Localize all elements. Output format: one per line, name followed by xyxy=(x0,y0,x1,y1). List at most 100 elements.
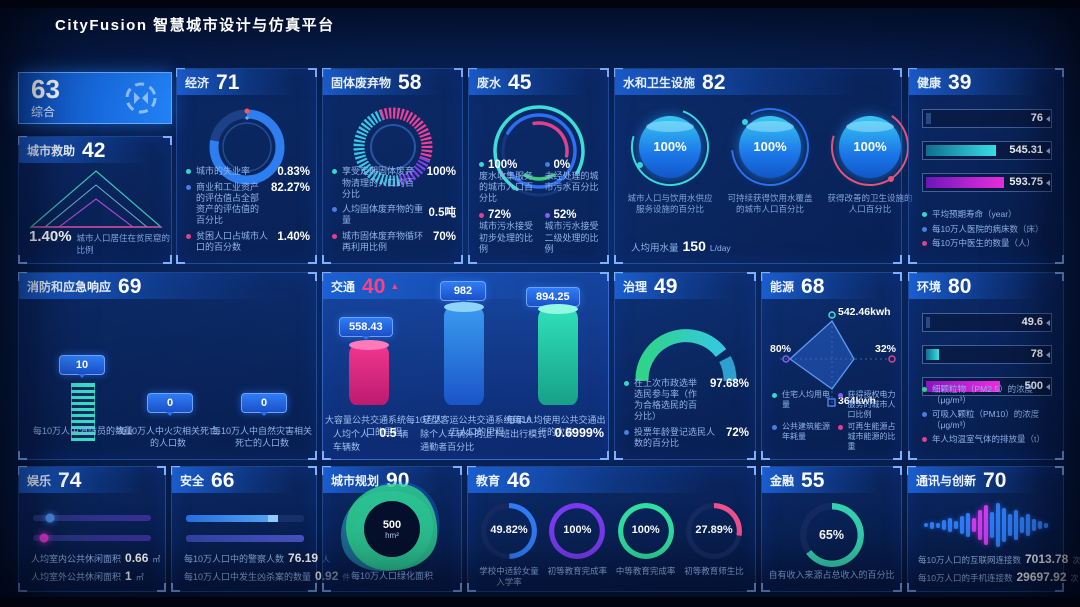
bar-row: 49.6 xyxy=(922,313,1052,332)
panel-title: 环境 xyxy=(917,279,942,294)
metric-unit: 次 xyxy=(1072,556,1080,565)
panel-header: 金融 55 xyxy=(762,467,901,493)
panel-score: 80 xyxy=(948,274,972,298)
metric-label: 每10万人口中的警察人数 xyxy=(184,554,285,564)
legend-item: 公共建筑能源年耗量 xyxy=(772,422,834,452)
donut-chart: 49.82% xyxy=(481,503,537,559)
bullet-dot-icon xyxy=(772,425,777,430)
liquid-gauges: 100% 城市人口与饮用水供应服务设施的百分比 100% 可持续获得饮用水覆盖的… xyxy=(627,105,913,215)
metric-value: 52% xyxy=(553,209,577,222)
cylinder-bar xyxy=(538,304,578,405)
composite-text: 63 综合 xyxy=(31,76,60,120)
water-ball xyxy=(739,116,801,178)
metric-value: 1 xyxy=(125,569,132,583)
metric-label: 大容量公共交通系统每10万人口的里程 xyxy=(324,415,443,438)
donut-chart: 65% xyxy=(799,503,864,567)
panel-finance: 金融 55 65% 自有收入来源占总收入的百分比 xyxy=(761,466,902,592)
slider-marker-icon xyxy=(1046,319,1050,326)
panel-title: 娱乐 xyxy=(27,473,52,488)
bar-row: 545.31 xyxy=(922,141,1052,160)
gauge-arc xyxy=(831,108,909,186)
bullet-dot-icon xyxy=(479,162,484,167)
legend-label: 获得授权电力服务的城市人口比例 xyxy=(847,390,896,419)
metric-value: 72% xyxy=(488,209,512,222)
legend-item: 获得授权电力服务的城市人口比例 xyxy=(837,390,900,420)
composite-score: 63 xyxy=(31,74,60,104)
panel-score: 71 xyxy=(216,70,240,94)
bar-fill xyxy=(926,113,931,124)
metric-label: 轻型客运公共交通系统每10万人口的里程 xyxy=(422,415,532,438)
panel-health: 健康 39 76 545.31 593.75 平均预期寿命（year） 每10万… xyxy=(908,68,1064,264)
slider-marker-icon xyxy=(1046,147,1050,154)
metric-label: 贫困人口占城市人口的百分数 xyxy=(196,230,269,252)
metric-label: 每10万人口的手机连接数 xyxy=(918,573,1013,583)
metric-value: 29697.92 xyxy=(1016,570,1067,584)
panel-economy: 经济 71 城市的失业率 0.83% 商业和工业资产的评估值占全部资产的评估值的百… xyxy=(176,68,317,264)
slider-marker-icon xyxy=(1046,351,1050,358)
bar-row: 593.75 xyxy=(922,173,1052,192)
legend-label: 可吸入颗粒（PM10）的浓度（μg/m³） xyxy=(932,409,1040,430)
bullet-dot-icon xyxy=(624,429,629,435)
metric-value: 82.27% xyxy=(270,181,310,194)
progress-bar xyxy=(186,515,304,522)
striped-bar xyxy=(71,383,95,441)
bar-row: 76 xyxy=(922,109,1052,128)
panel-header: 城市规划 90 xyxy=(323,467,461,493)
legend-label: 细颗粒物（PM2.5）的浓度（μg/m³） xyxy=(932,383,1034,405)
legend-item: 住宅人均用电量 xyxy=(772,390,834,420)
panel-score: 39 xyxy=(948,70,972,94)
bullet-dot-icon xyxy=(837,393,843,398)
composite-label: 综合 xyxy=(31,105,56,119)
metric-value: 1.40% xyxy=(277,230,310,243)
cylinder-bar xyxy=(444,302,484,405)
bullet-dot-icon xyxy=(332,233,337,239)
bullet-dot-icon xyxy=(922,241,927,247)
legend-item: 可再生能源占城市能源的比重 xyxy=(837,422,900,452)
panel-score: 42 xyxy=(82,138,106,162)
donut-caption: 初等教育完成率 xyxy=(547,566,608,576)
legend-item: 年人均温室气体的排放量（t） xyxy=(922,434,1063,445)
legend-label: 公共建筑能源年耗量 xyxy=(782,422,830,441)
panel-title: 城市规划 xyxy=(331,473,380,488)
metric-label: 人均室外公共休闲面积 xyxy=(31,572,122,582)
gauge-arc xyxy=(631,108,709,187)
green-area-blob-chart: 500 hm² xyxy=(331,467,455,585)
chart-legend: 平均预期寿命（year） 每10万人医院的病床数（床） 每10万中医生的数量（人… xyxy=(922,205,1043,253)
donut-item: 27.89% 初等教育师生比 xyxy=(681,503,747,588)
value-bubble: 558.43 xyxy=(339,317,393,337)
donut-ring xyxy=(617,503,674,559)
panel-header: 消防和应急响应 69 xyxy=(19,273,316,299)
donut-chart: 100% xyxy=(549,503,606,559)
bullet-dot-icon xyxy=(186,184,191,190)
panel-title: 教育 xyxy=(476,473,501,488)
panel-recreation: 娱乐 74 人均室内公共休闲面积 0.66 ㎡ 人均室外公共休闲面积 1 ㎡ xyxy=(18,466,166,592)
metric-label: 人均用水量 xyxy=(631,243,679,254)
donut-item: 100% 初等教育完成率 xyxy=(544,503,610,588)
panel-header: 通讯与创新 70 xyxy=(908,467,1063,493)
panel-title: 健康 xyxy=(917,75,942,90)
panel-title: 城市救助 xyxy=(27,143,76,158)
gauge-body: 100% xyxy=(828,105,912,189)
metric-unit: ㎡ xyxy=(152,555,161,564)
panel-environment: 环境 80 49.6 78 500 细颗粒物（PM2.5）的浓度（μg/m³） … xyxy=(908,272,1064,460)
liquid-gauge: 100% 城市人口与饮用水供应服务设施的百分比 xyxy=(627,105,713,215)
gauge-value: 100% xyxy=(753,139,787,154)
metric-footer: 人均个人车辆数 0.5 辆 除个人车辆外的上下班出行模式通勤者百分比 0.699… xyxy=(333,426,604,453)
metric-label: 每10万人口中发生凶杀案的数量 xyxy=(184,572,312,582)
economy-donut-chart xyxy=(209,108,285,185)
slider-marker-icon xyxy=(1046,115,1050,122)
legend-label: 可再生能源占城市能源的比重 xyxy=(847,422,896,451)
panel-header: 娱乐 74 xyxy=(19,467,165,493)
bar-fill xyxy=(926,381,1000,392)
donut-caption: 初等教育师生比 xyxy=(684,566,744,576)
metric-label: 每10万人中自然灾害相关死亡的人口数 xyxy=(211,426,312,449)
bullet-dot-icon xyxy=(922,226,927,232)
slider-knob xyxy=(45,513,55,523)
panel-title: 安全 xyxy=(180,473,205,488)
metric-unit: 次 xyxy=(1070,574,1079,583)
metric-row: 每10万人口的互联网连接数 7013.78 次 xyxy=(918,552,1080,566)
metric-row: 城市的失业率 0.83% xyxy=(186,166,310,178)
panel-header: 固体废弃物 58 xyxy=(323,69,462,95)
legend-item: 可吸入颗粒（PM10）的浓度（μg/m³） xyxy=(922,409,1063,430)
